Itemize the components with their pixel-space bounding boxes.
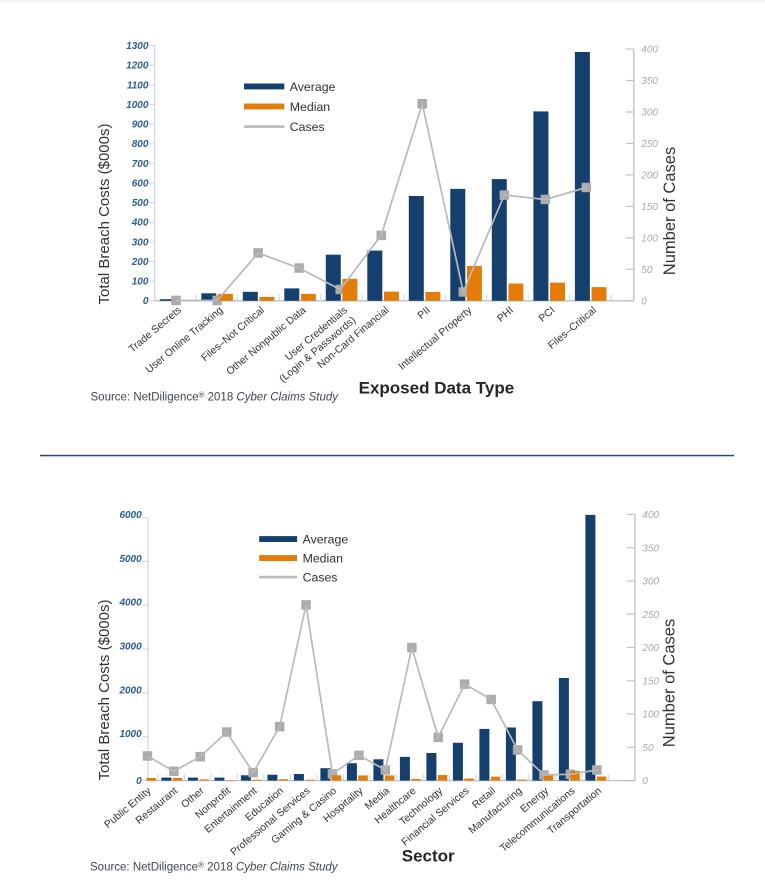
svg-text:Sector: Sector — [402, 846, 455, 865]
svg-text:0: 0 — [143, 296, 149, 307]
svg-text:1200: 1200 — [126, 61, 149, 72]
svg-text:400: 400 — [642, 510, 659, 521]
svg-text:Exposed Data Type: Exposed Data Type — [359, 378, 515, 397]
svg-text:100: 100 — [642, 710, 659, 721]
svg-text:Median: Median — [303, 552, 343, 566]
svg-text:500: 500 — [132, 198, 149, 209]
svg-text:0: 0 — [136, 776, 142, 787]
svg-text:200: 200 — [131, 257, 149, 268]
svg-text:0: 0 — [641, 296, 647, 307]
svg-text:3000: 3000 — [119, 641, 142, 652]
svg-text:6000: 6000 — [119, 510, 142, 521]
svg-text:Cases: Cases — [303, 571, 338, 585]
svg-text:50: 50 — [641, 265, 653, 276]
svg-text:1300: 1300 — [126, 41, 149, 52]
svg-text:150: 150 — [642, 676, 659, 687]
svg-text:400: 400 — [641, 45, 658, 56]
svg-text:150: 150 — [641, 202, 658, 213]
svg-text:350: 350 — [642, 543, 659, 554]
svg-text:0: 0 — [642, 776, 648, 787]
svg-text:Cases: Cases — [290, 120, 325, 134]
svg-text:300: 300 — [642, 577, 659, 588]
svg-text:Median: Median — [290, 100, 330, 114]
svg-text:250: 250 — [640, 139, 658, 150]
svg-text:4000: 4000 — [118, 598, 142, 609]
svg-text:5000: 5000 — [119, 554, 142, 565]
svg-text:Average: Average — [303, 533, 349, 547]
svg-text:1000: 1000 — [126, 100, 149, 111]
svg-text:Source: NetDiligence® 2018 Cyb: Source: NetDiligence® 2018 Cyber Claims … — [90, 861, 339, 874]
svg-text:Number of Cases: Number of Cases — [661, 147, 679, 275]
svg-text:300: 300 — [132, 237, 149, 248]
svg-text:600: 600 — [132, 179, 149, 190]
svg-text:2000: 2000 — [118, 685, 142, 696]
svg-text:400: 400 — [131, 218, 149, 229]
svg-text:Source: NetDiligence® 2018 Cyb: Source: NetDiligence® 2018 Cyber Claims … — [91, 391, 340, 404]
svg-text:Total Breach Costs ($000s): Total Breach Costs ($000s) — [96, 124, 113, 305]
svg-text:Total Breach Costs ($000s): Total Breach Costs ($000s) — [96, 600, 113, 781]
svg-text:100: 100 — [132, 277, 149, 288]
svg-text:1000: 1000 — [119, 729, 142, 740]
svg-text:800: 800 — [132, 139, 149, 150]
svg-text:Average: Average — [290, 80, 336, 94]
svg-text:700: 700 — [132, 159, 149, 170]
svg-text:200: 200 — [640, 171, 658, 182]
svg-text:1100: 1100 — [127, 80, 149, 91]
svg-text:100: 100 — [641, 234, 658, 245]
svg-text:250: 250 — [641, 610, 659, 621]
svg-text:900: 900 — [132, 120, 149, 131]
svg-text:200: 200 — [641, 643, 659, 654]
svg-text:Number of Cases: Number of Cases — [661, 619, 679, 747]
svg-text:50: 50 — [642, 743, 654, 754]
svg-text:300: 300 — [641, 108, 658, 119]
svg-text:350: 350 — [641, 76, 658, 87]
